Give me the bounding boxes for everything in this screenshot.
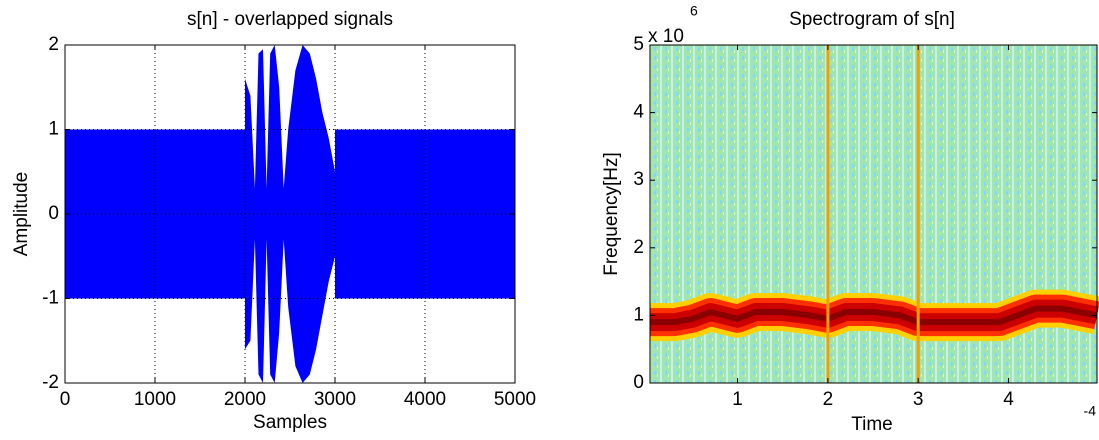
spectrogram-plot: Spectrogram of s[n] Time Frequency[Hz] x… [601, 3, 1099, 435]
signal-plot: s[n] - overlapped signals Samples Amplit… [11, 9, 536, 433]
x-tick-label: 1000 [134, 389, 176, 410]
y-multiplier: x 10 [648, 26, 684, 47]
y-tick-label: 0 [633, 372, 644, 393]
y-tick-label: 1 [48, 119, 59, 140]
y-tick-label: 4 [633, 102, 644, 123]
x-exponent: -4 [1084, 403, 1097, 419]
x-tick-label: 4000 [404, 389, 446, 410]
x-tick-label: 1 [732, 389, 743, 410]
y-tick-label: 2 [633, 237, 644, 258]
x-tick-label: 0 [60, 389, 71, 410]
x-tick-label: 4 [1003, 389, 1014, 410]
x-axis-label: Time [851, 414, 893, 435]
y-axis-label: Frequency[Hz] [601, 152, 622, 276]
y-tick-label: 5 [633, 34, 644, 55]
axes-frame [64, 44, 516, 384]
y-exponent: 6 [690, 3, 698, 19]
y-tick-label: 2 [48, 34, 59, 55]
x-tick-label: 3000 [314, 389, 356, 410]
chart-title: s[n] - overlapped signals [187, 9, 393, 30]
x-tick-label: 2000 [224, 389, 266, 410]
energy-band [650, 305, 1098, 326]
x-axis-label: Samples [253, 412, 327, 433]
y-tick-label: 3 [633, 169, 644, 190]
y-tick-label: 1 [633, 304, 644, 325]
y-axis-label: Amplitude [11, 172, 32, 257]
chart-title: Spectrogram of s[n] [789, 9, 955, 30]
axes-frame [649, 44, 1098, 384]
x-tick-label: 5000 [494, 389, 536, 410]
y-tick-label: 0 [48, 203, 59, 224]
y-tick-label: -2 [42, 372, 59, 393]
x-tick-label: 3 [913, 389, 924, 410]
y-tick-label: -1 [42, 288, 59, 309]
x-tick-label: 2 [823, 389, 834, 410]
